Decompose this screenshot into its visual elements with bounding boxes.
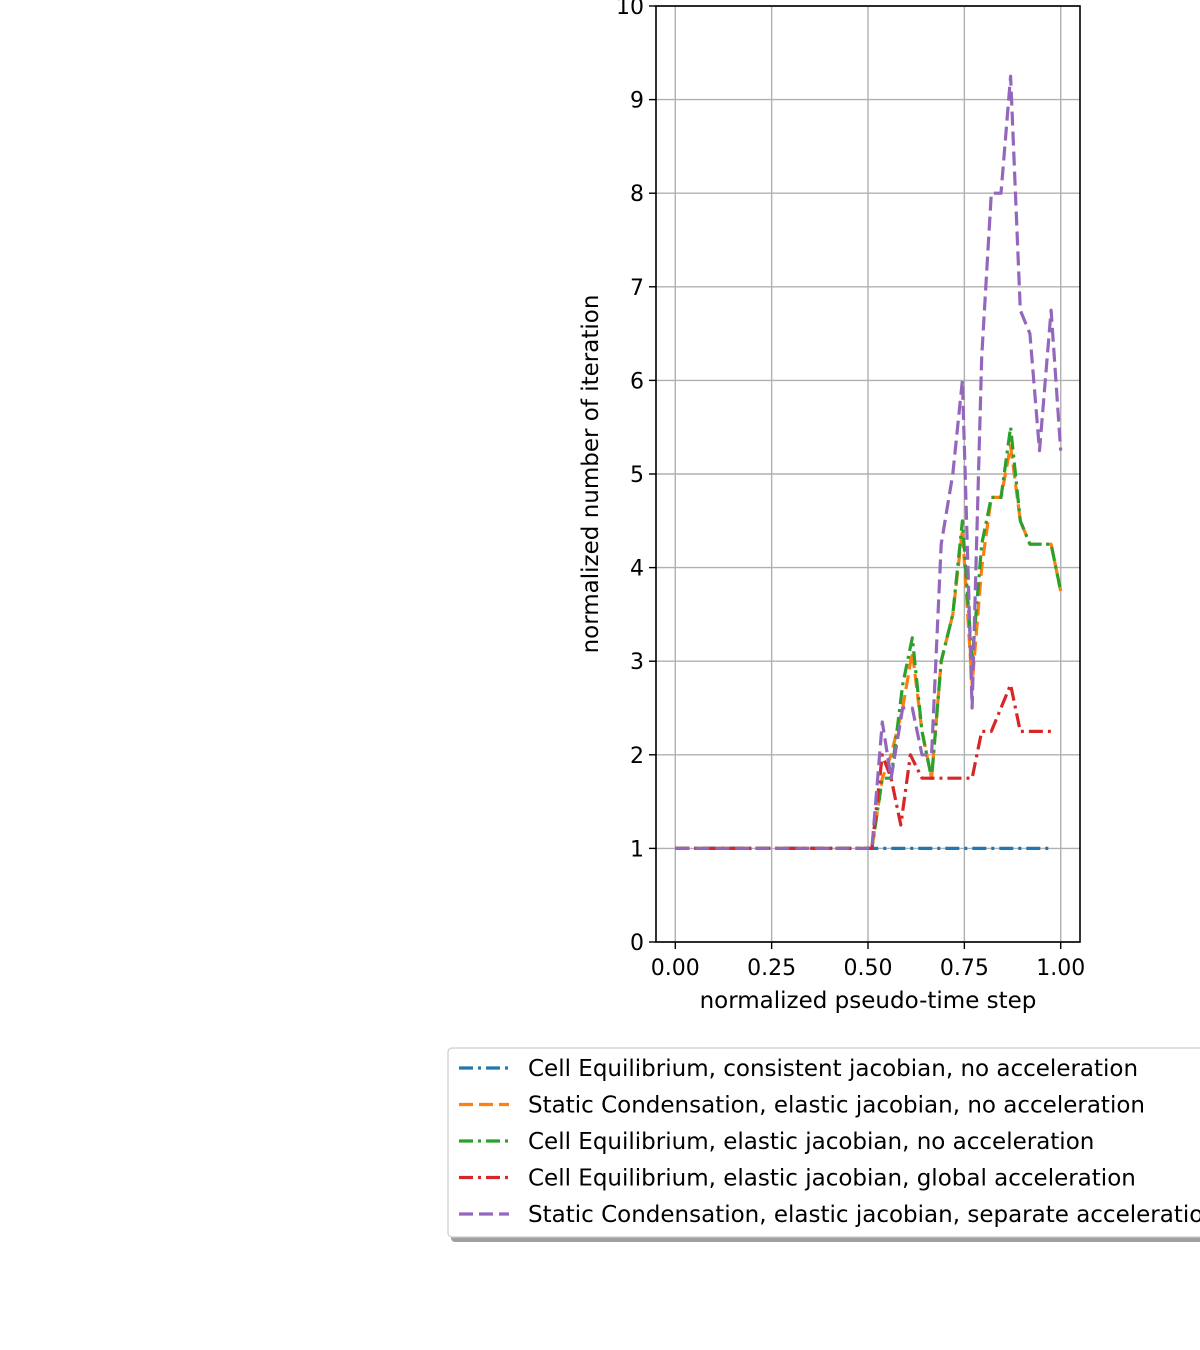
x-axis-title: normalized pseudo-time step	[700, 988, 1037, 1014]
y-tick-label: 9	[630, 89, 644, 114]
legend-label-5: Static Condensation, elastic jacobian, s…	[528, 1202, 1200, 1228]
x-tick-label: 0.00	[651, 956, 700, 981]
y-tick-label: 0	[630, 931, 644, 956]
y-tick-label: 3	[630, 650, 644, 675]
series-line-4	[675, 682, 1053, 851]
axis-ticks: 0.00 0.25 0.50 0.75 1.00 0 1 2 3 4 5 6 7 8 9 10	[616, 0, 1085, 981]
y-tick-label: 4	[630, 557, 644, 582]
series-line-5	[675, 74, 1063, 851]
x-tick-label: 0.50	[844, 956, 893, 981]
y-tick-label: 6	[630, 369, 644, 394]
y-tick-label: 7	[630, 276, 644, 301]
y-axis-title: normalized number of iteration	[578, 295, 604, 654]
legend-label-2: Static Condensation, elastic jacobian, n…	[528, 1093, 1145, 1119]
x-tick-label: 0.75	[940, 956, 989, 981]
x-tick-label: 1.00	[1036, 956, 1085, 981]
legend-entries: Cell Equilibrium, consistent jacobian, n…	[459, 1056, 1200, 1228]
y-tick-label: 1	[630, 837, 644, 862]
legend-label-1: Cell Equilibrium, consistent jacobian, n…	[528, 1056, 1138, 1082]
y-tick-label: 8	[630, 182, 644, 207]
y-tick-label: 10	[616, 0, 644, 20]
y-tick-label: 2	[630, 744, 644, 769]
legend-box	[447, 1047, 1200, 1238]
legend-label-4: Cell Equilibrium, elastic jacobian, glob…	[528, 1166, 1136, 1192]
y-tick-label: 5	[630, 463, 644, 488]
series-lines	[675, 74, 1063, 851]
x-tick-label: 0.25	[747, 956, 796, 981]
legend-label-3: Cell Equilibrium, elastic jacobian, no a…	[528, 1129, 1094, 1155]
legend: Cell Equilibrium, consistent jacobian, n…	[447, 1047, 1200, 1242]
